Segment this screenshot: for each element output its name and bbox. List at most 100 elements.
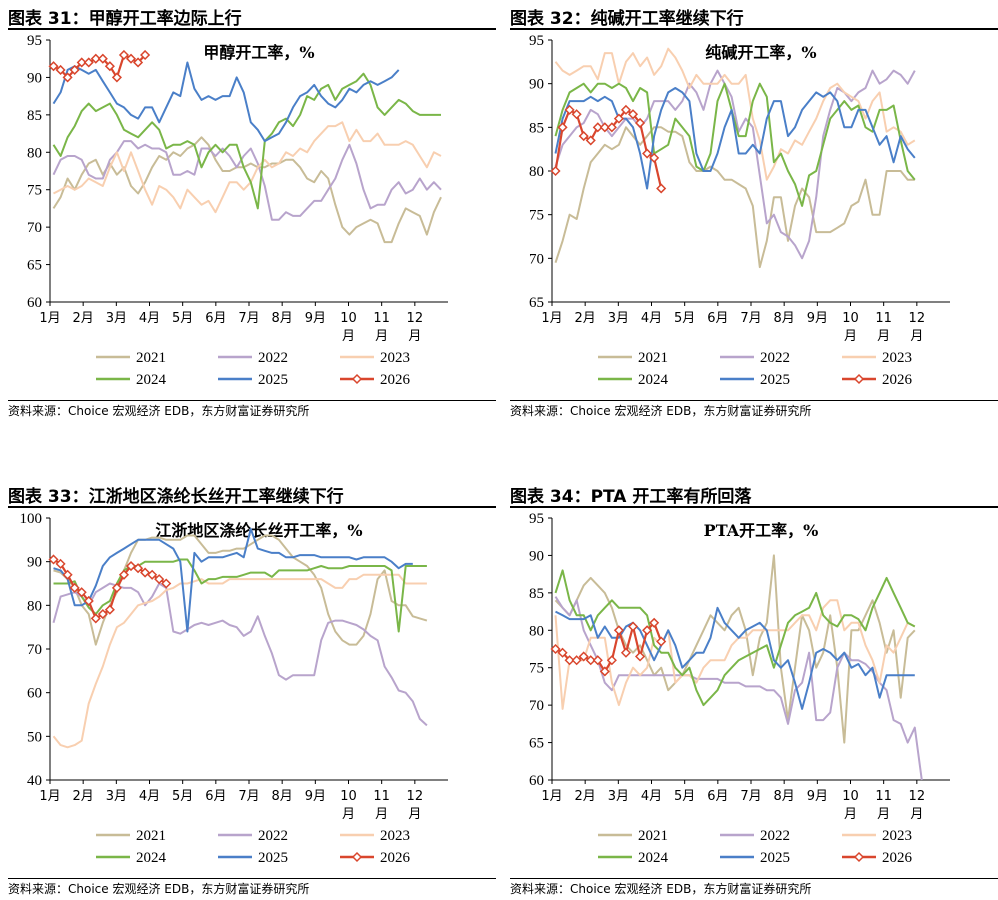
x-tick-label: 月 — [375, 807, 388, 822]
legend-label-2021: 2021 — [638, 350, 668, 366]
marker-2026 — [620, 104, 632, 115]
x-tick-label: 5月 — [674, 789, 695, 804]
chart-svg: 60 65 70 75 80 85 90 95 1月 2月 3月 4月 5月 6月 7月 8月 9月 10 月 11 月… — [27, 33, 448, 388]
legend-label-2026: 2026 — [882, 372, 913, 388]
y-tick-label: 50 — [27, 729, 42, 745]
chart-title: 江浙地区涤纶长丝开工率，% — [155, 521, 362, 540]
y-tick-label: 90 — [27, 555, 42, 571]
series-line-2023 — [554, 599, 916, 710]
source-note: 资料来源：Choice 宏观经济 EDB，东方财富证券研究所 — [510, 404, 812, 418]
y-tick-label: 95 — [27, 33, 42, 49]
x-tick-label: 月 — [910, 807, 923, 822]
x-tick-label: 10 — [842, 311, 859, 326]
x-tick-label: 4月 — [139, 789, 160, 804]
marker-2026 — [613, 113, 624, 124]
legend-marker-2026 — [351, 851, 363, 863]
x-tick-label: 月 — [877, 329, 890, 344]
marker-2026 — [620, 647, 632, 658]
y-tick-label: 65 — [529, 736, 544, 752]
marker-2026 — [76, 587, 87, 598]
x-tick-label: 6月 — [205, 311, 226, 326]
marker-2026 — [104, 61, 115, 72]
legend-label-2023: 2023 — [380, 828, 410, 844]
x-tick-label: 3月 — [608, 311, 629, 326]
marker-2026 — [62, 72, 73, 83]
marker-2026 — [76, 57, 87, 68]
y-tick-label: 60 — [27, 295, 42, 311]
y-tick-label: 75 — [529, 208, 544, 224]
marker-2026 — [125, 53, 137, 64]
y-tick-label: 95 — [529, 511, 544, 527]
chart-panel-methanol: 图表 31：甲醇开工率边际上行 60 65 70 75 80 85 90 95 1月 2月 3月 4月… — [8, 0, 496, 420]
marker-2026 — [161, 578, 172, 589]
marker-2026 — [642, 625, 653, 636]
legend-label-2021: 2021 — [136, 828, 166, 844]
series-line-2024 — [52, 72, 441, 210]
marker-2026 — [132, 57, 144, 68]
source-note: 资料来源：Choice 宏观经济 EDB，东方财富证券研究所 — [8, 882, 310, 896]
series-line-2021 — [554, 126, 915, 269]
x-tick-label: 4月 — [139, 311, 160, 326]
y-tick-label: 65 — [27, 258, 42, 274]
marker-2026 — [55, 558, 66, 569]
x-tick-label: 12 — [909, 311, 926, 326]
x-tick-label: 9月 — [305, 311, 326, 326]
x-tick-label: 7月 — [238, 789, 259, 804]
x-tick-label: 11 — [875, 789, 892, 804]
marker-2026 — [97, 53, 108, 64]
marker-2026 — [642, 148, 653, 159]
series-line-2022 — [554, 596, 923, 781]
x-tick-label: 12 — [407, 789, 424, 804]
marker-2026 — [627, 621, 639, 632]
marker-2026 — [627, 109, 639, 120]
marker-2026 — [571, 655, 582, 666]
legend-marker-2026 — [853, 373, 865, 385]
x-tick-label: 2月 — [575, 311, 596, 326]
marker-2026 — [111, 582, 122, 593]
x-tick-label: 月 — [844, 329, 857, 344]
marker-2026 — [606, 122, 617, 133]
x-tick-label: 12 — [909, 789, 926, 804]
x-tick-label: 10 — [842, 789, 859, 804]
x-tick-label: 1月 — [39, 311, 60, 326]
series-line-2025 — [554, 87, 916, 190]
x-tick-label: 2月 — [73, 789, 94, 804]
legend-label-2024: 2024 — [638, 372, 669, 388]
series-line-2021 — [53, 534, 428, 646]
legend-marker-2026 — [853, 851, 865, 863]
marker-2026 — [48, 61, 59, 72]
marker-2026 — [585, 655, 596, 666]
source-rule — [8, 400, 496, 401]
x-tick-label: 8月 — [272, 789, 293, 804]
marker-2026 — [634, 117, 646, 129]
marker-2026 — [557, 647, 568, 658]
series-line-2023 — [52, 573, 427, 749]
chart-title: 甲醇开工率，% — [203, 43, 314, 62]
x-tick-label: 12 — [407, 311, 424, 326]
marker-2026 — [118, 569, 130, 580]
x-tick-label: 月 — [375, 329, 388, 344]
chart-panel-soda-ash: 图表 32：纯碱开工率继续下行 65 70 75 80 85 90 95 1月 2月 3月 4月 5月… — [510, 0, 998, 420]
legend-label-2025: 2025 — [760, 850, 790, 866]
series-line-2023 — [554, 47, 916, 181]
x-tick-label: 9月 — [305, 789, 326, 804]
x-tick-label: 10 — [340, 789, 357, 804]
x-tick-label: 8月 — [272, 311, 293, 326]
x-tick-label: 5月 — [172, 311, 193, 326]
figure-title: 图表 32：纯碱开工率继续下行 — [510, 9, 744, 29]
marker-2026 — [111, 72, 122, 83]
x-tick-label: 6月 — [205, 789, 226, 804]
x-tick-label: 10 — [340, 311, 357, 326]
x-tick-label: 8月 — [774, 311, 795, 326]
y-tick-label: 60 — [27, 686, 42, 702]
marker-2026 — [649, 617, 660, 628]
series-line-2024 — [554, 82, 916, 207]
source-rule — [8, 878, 496, 879]
title-rule — [510, 28, 998, 30]
x-tick-label: 月 — [342, 807, 355, 822]
legend-label-2021: 2021 — [136, 350, 166, 366]
marker-2026 — [55, 64, 66, 76]
marker-2026 — [48, 554, 59, 565]
x-tick-label: 月 — [844, 807, 857, 822]
marker-2026 — [69, 64, 80, 76]
